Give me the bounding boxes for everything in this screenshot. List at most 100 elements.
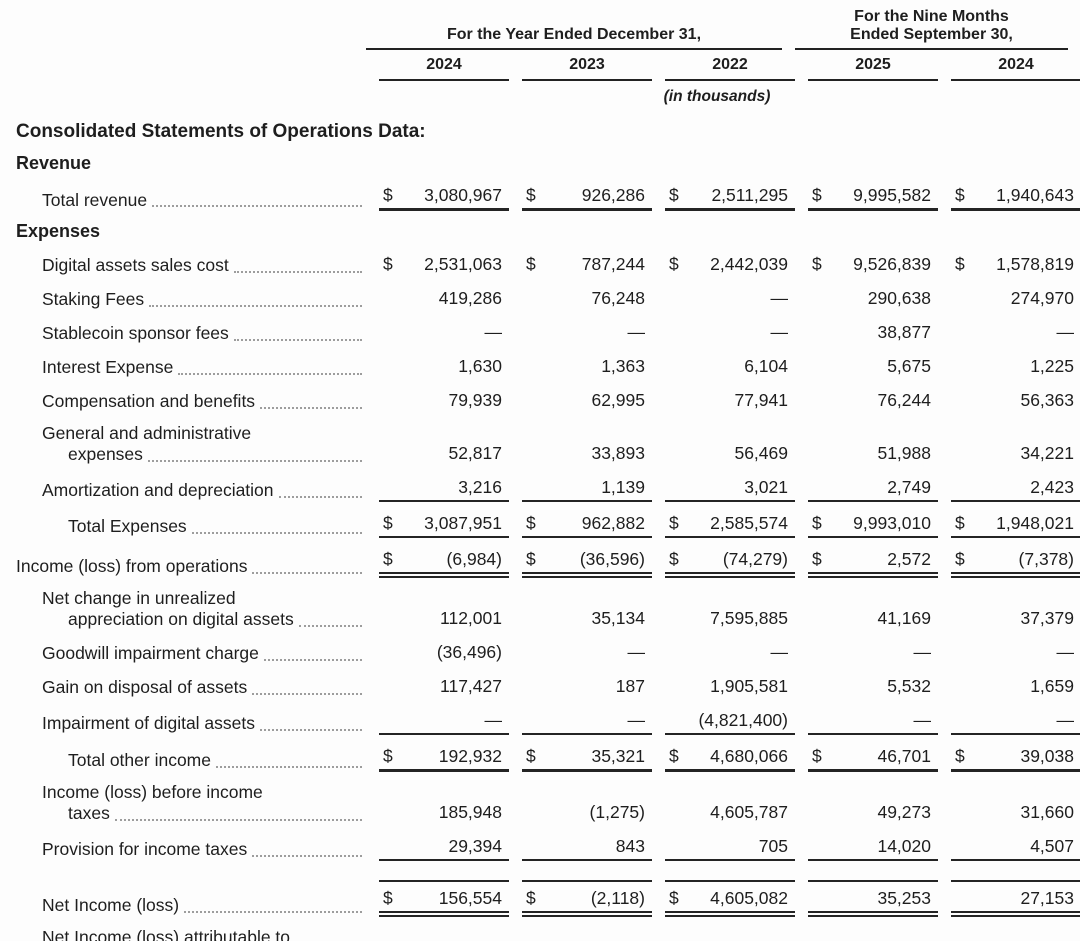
cell-value: 14,020 (877, 835, 931, 856)
cell-value: 419,286 (438, 287, 502, 308)
leader-dots (252, 692, 362, 695)
dollar-sign: $ (383, 512, 393, 533)
cell-value: 1,948,021 (996, 512, 1074, 533)
cell-value: 46,701 (877, 745, 931, 766)
row-label-line: Income (loss) from operations (16, 556, 366, 578)
table-row: Net Income (loss) attributable tocommon … (16, 927, 1066, 941)
dollar-sign: $ (669, 185, 679, 205)
cell-value: 38,877 (877, 321, 931, 342)
row-label-text: Net Income (loss) (42, 895, 180, 915)
cell-value: 62,995 (591, 389, 645, 410)
value-cell: $926,286 (522, 184, 652, 211)
value-cell: 112,001 (379, 607, 509, 631)
value-cell: — (951, 641, 1080, 665)
cell-value: 7,595,885 (710, 607, 788, 628)
year-label: 2025 (855, 56, 891, 73)
leader-dots (263, 658, 362, 661)
row-label-text: Amortization and depreciation (42, 480, 274, 500)
group-underline-rule (366, 48, 782, 50)
value-cell: $4,605,082 (665, 879, 795, 917)
value-cell: 38,877 (808, 321, 938, 345)
cell-value: 79,939 (448, 389, 502, 410)
table-row: Compensation and benefits 79,939 62,995 77,… (16, 389, 1074, 413)
value-cell: $4,680,066 (665, 745, 795, 772)
row-label: Interest Expense (16, 357, 366, 379)
cell-value: 2,531,063 (424, 253, 502, 274)
value-cell: — (951, 709, 1080, 735)
cell-value: 156,554 (438, 887, 502, 908)
value-cell: $9,993,010 (808, 512, 938, 538)
value-cell: 4,605,787 (665, 801, 795, 825)
cell-value: 290,638 (867, 287, 931, 308)
row-label-text: Total other income (68, 750, 211, 770)
dollar-sign: $ (526, 548, 536, 569)
table-row: Digital assets sales cost $2,531,063 $787,… (16, 253, 1074, 277)
cell-value: 4,507 (1030, 835, 1074, 856)
value-cell: $962,882 (522, 512, 652, 538)
table-row: Total Expenses $3,087,951 $962,882 $2,585,5… (16, 512, 1080, 538)
value-cell: — (379, 321, 509, 345)
row-label: Total other income (16, 750, 366, 772)
cell-value: 705 (758, 835, 788, 856)
cell-value: 2,511,295 (711, 185, 788, 205)
row-label-line: Expenses (16, 221, 366, 243)
year-column-header: 2025 (808, 56, 938, 81)
cell-value: 51,988 (877, 442, 931, 463)
row-label-line: Stablecoin sponsor fees (42, 323, 366, 345)
value-cell: $ (6,984) (379, 548, 509, 578)
dollar-sign: $ (526, 512, 536, 533)
dollar-sign: $ (812, 745, 822, 766)
year-column-header: 2023 (522, 56, 652, 81)
cell-value: 31,660 (1020, 801, 1074, 822)
value-cell: 56,469 (665, 442, 795, 466)
dollar-sign: $ (526, 253, 536, 274)
value-cell: 705 (665, 835, 795, 861)
cell-value: 9,993,010 (853, 512, 931, 533)
dollar-sign: $ (955, 548, 965, 569)
cell-value: 1,225 (1030, 355, 1074, 376)
table-row: Interest Expense 1,630 1,363 6,104 5,675 1,22… (16, 355, 1074, 379)
row-label-text: Expenses (16, 221, 101, 241)
row-label: Staking Fees (16, 289, 366, 311)
cell-value: 117,427 (440, 675, 502, 696)
table-row: General and administrative expenses 52,817… (16, 423, 1074, 466)
table-row: Provision for income taxes 29,394 843 705 14… (16, 835, 1080, 861)
value-cell: 1,905,581 (665, 675, 795, 699)
value-cell: 2,423 (951, 476, 1080, 502)
row-label-text: Gain on disposal of assets (42, 677, 248, 697)
dollar-sign: $ (669, 548, 679, 569)
value-cell: — (379, 709, 509, 735)
cell-value: (2,118) (590, 887, 645, 908)
value-cell: 187 (522, 675, 652, 699)
value-cell: — (665, 321, 795, 345)
cell-value: 787,244 (581, 253, 645, 274)
table-row: Impairment of digital assets — — (4,821,400… (16, 709, 1080, 735)
cell-value: 56,469 (734, 442, 788, 463)
value-cell: $1,940,643 (951, 184, 1080, 211)
value-cell: 4,507 (951, 835, 1080, 861)
dollar-sign: $ (955, 185, 965, 205)
row-label-line: Goodwill impairment charge (42, 643, 366, 665)
cell-value: 41,169 (877, 607, 931, 628)
value-cell: 5,532 (808, 675, 938, 699)
row-label-line: appreciation on digital assets (42, 609, 366, 631)
dollar-sign: $ (383, 253, 393, 274)
leader-dots (260, 406, 362, 409)
row-label-line: Total other income (68, 750, 366, 772)
cell-value: 2,572 (887, 548, 931, 569)
value-cell: 33,893 (522, 442, 652, 466)
value-cell: 3,216 (379, 476, 509, 502)
value-cell: 35,134 (522, 607, 652, 631)
dollar-sign: $ (383, 887, 393, 908)
cell-value: 1,578,819 (996, 253, 1074, 274)
leader-dots (260, 728, 362, 731)
row-label-text: Digital assets sales cost (42, 255, 229, 275)
section-heading-row: Revenue (16, 153, 1066, 175)
cell-value: 1,363 (601, 355, 645, 376)
leader-dots (216, 765, 362, 768)
value-cell: $ (2,118) (522, 879, 652, 917)
value-cell: — (665, 287, 795, 311)
value-cell: 27,153 (951, 879, 1080, 917)
table-row: Stablecoin sponsor fees — — — 38,877 — (16, 321, 1074, 345)
leader-dots (152, 205, 362, 207)
